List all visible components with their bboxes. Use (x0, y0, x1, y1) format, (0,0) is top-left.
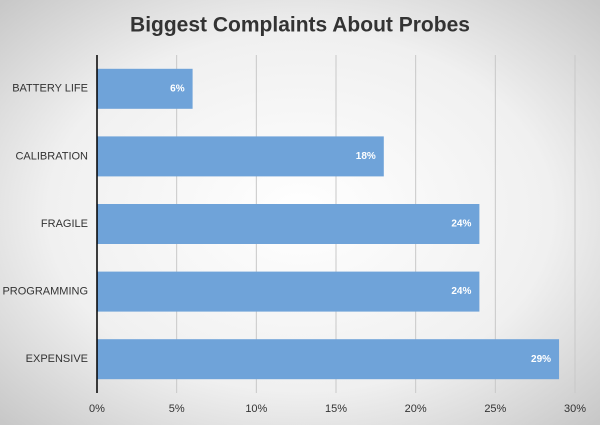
x-tick-label: 5% (169, 403, 185, 415)
chart-title: Biggest Complaints About Probes (130, 14, 470, 37)
y-tick-label: FRAGILE (41, 218, 88, 230)
y-tick-label: PROGRAMMING (2, 286, 88, 298)
bar (97, 68, 193, 109)
value-label: 24% (451, 219, 471, 230)
value-label: 29% (531, 354, 551, 365)
value-label: 18% (356, 151, 376, 162)
value-label: 6% (170, 83, 185, 94)
x-tick-label: 25% (484, 403, 506, 415)
value-label: 24% (451, 286, 471, 297)
bar (97, 136, 384, 177)
x-tick-label: 15% (325, 403, 347, 415)
y-tick-label: CALIBRATION (15, 150, 88, 162)
x-tick-label: 10% (245, 403, 267, 415)
bar (97, 271, 480, 312)
bar (97, 339, 560, 380)
bar (97, 204, 480, 244)
y-tick-label: BATTERY LIFE (12, 83, 88, 95)
x-tick-label: 20% (405, 403, 427, 415)
x-tick-label: 0% (89, 403, 105, 415)
x-tick-label: 30% (564, 403, 586, 415)
y-tick-label: EXPENSIVE (26, 353, 88, 365)
